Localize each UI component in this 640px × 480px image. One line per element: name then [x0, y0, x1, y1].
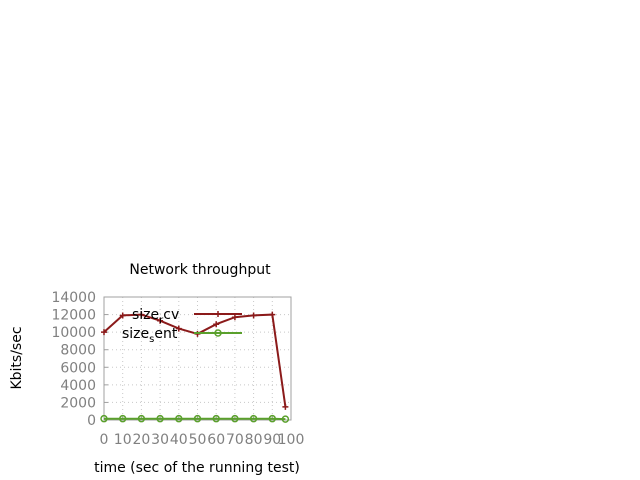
- y-tick-label: 10000: [51, 325, 96, 341]
- chart-title: Network throughput: [129, 262, 271, 278]
- data-point-received: [119, 312, 126, 319]
- x-tick-label: 50: [189, 432, 207, 448]
- x-tick-label: 40: [170, 432, 188, 448]
- x-tick-label: 90: [263, 432, 281, 448]
- x-tick-label: 30: [151, 432, 169, 448]
- legend-label-sent-main: size: [122, 326, 149, 342]
- data-point-sent: [156, 414, 164, 423]
- y-tick-label: 8000: [60, 343, 96, 359]
- data-point-sent: [268, 414, 277, 423]
- x-tick-label: 80: [245, 432, 263, 448]
- x-tick-label: 0: [100, 432, 109, 448]
- x-tick-label: 60: [207, 432, 225, 448]
- data-point-sent: [212, 414, 220, 423]
- legend: sizercv sizesent: [122, 307, 242, 345]
- data-point-received: [282, 403, 289, 410]
- legend-label-sent-sub: s: [149, 334, 154, 345]
- data-point-received: [269, 311, 276, 318]
- y-tick-label: 12000: [51, 308, 96, 324]
- legend-label-received-rest: cv: [163, 307, 179, 323]
- y-tick-label: 4000: [60, 378, 96, 394]
- x-tick-label: 70: [226, 432, 244, 448]
- data-point-sent: [281, 415, 290, 423]
- legend-marker-sent: [214, 329, 222, 337]
- y-tick-label: 14000: [51, 290, 96, 306]
- series-sent: [100, 414, 290, 423]
- y-tick-label: 2000: [60, 395, 96, 411]
- legend-label-sent-rest: ent: [154, 326, 177, 342]
- legend-label-received-main: size: [132, 307, 159, 323]
- data-point-received: [175, 325, 182, 332]
- data-point-received: [101, 329, 107, 336]
- data-point-sent: [193, 414, 202, 423]
- data-point-sent: [137, 414, 146, 423]
- y-tick-label: 0: [87, 413, 96, 429]
- legend-label-received-sub: r: [159, 315, 164, 326]
- data-point-received: [157, 317, 164, 324]
- data-point-sent: [100, 414, 108, 423]
- x-tick-label: 100: [278, 432, 305, 448]
- y-tick-label: 6000: [60, 360, 96, 376]
- plot-frame: [103, 296, 292, 421]
- x-tick-label: 10: [114, 432, 132, 448]
- legend-label-sent: sizesent: [122, 326, 178, 345]
- data-point-received: [213, 321, 220, 328]
- data-point-received: [138, 311, 145, 318]
- x-axis-label: time (sec of the running test): [94, 460, 300, 476]
- legend-marker-received: [215, 311, 221, 317]
- y-axis-label: Kbits/sec: [9, 326, 25, 389]
- legend-label-received: sizercv: [132, 307, 179, 326]
- data-point-received: [231, 314, 238, 321]
- data-point-received: [250, 312, 257, 319]
- data-point-sent: [118, 414, 127, 423]
- x-tick-label: 20: [132, 432, 150, 448]
- data-point-sent: [249, 414, 258, 423]
- data-point-sent: [231, 414, 239, 423]
- data-point-sent: [175, 414, 183, 423]
